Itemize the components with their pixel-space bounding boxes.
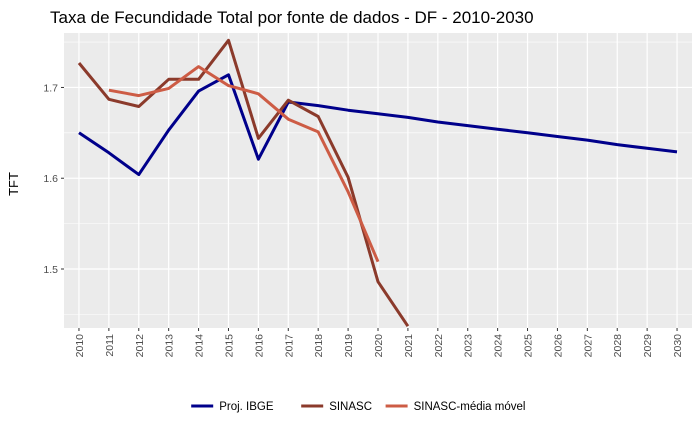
legend-label: SINASC: [329, 401, 372, 413]
x-tick-label: 2012: [134, 334, 146, 358]
legend-label: Proj. IBGE: [219, 401, 274, 413]
x-tick-label: 2027: [582, 334, 594, 358]
x-tick-label: 2024: [493, 334, 505, 358]
y-axis: 1.5 1.6 1.7: [43, 82, 64, 276]
legend-label: SINASC-média móvel: [414, 401, 526, 413]
x-tick-label: 2010: [74, 334, 86, 358]
x-tick-label: 2017: [283, 334, 295, 358]
y-tick-label: 1.5: [43, 264, 58, 276]
x-tick-label: 2018: [313, 334, 325, 358]
y-axis-title: TFT: [6, 172, 21, 196]
chart-title: Taxa de Fecundidade Total por fonte de d…: [50, 8, 534, 27]
x-tick-label: 2029: [642, 334, 654, 358]
x-tick-label: 2014: [194, 334, 206, 358]
x-tick-label: 2023: [463, 334, 475, 358]
x-tick-label: 2013: [164, 334, 176, 358]
grid-major: [64, 33, 692, 328]
x-tick-label: 2025: [523, 334, 535, 358]
x-tick-label: 2026: [552, 334, 564, 358]
x-tick-label: 2028: [612, 334, 624, 358]
x-tick-label: 2030: [672, 334, 684, 358]
series-layer: [77, 38, 678, 328]
x-tick-label: 2022: [433, 334, 445, 358]
x-tick-label: 2019: [343, 334, 355, 358]
x-axis: 2010 2011 2012 2013 2014 2015 2016 2017 2018 2019…: [74, 328, 684, 357]
x-tick-label: 2011: [104, 334, 116, 357]
x-tick-label: 2020: [373, 334, 385, 358]
x-tick-label: 2016: [253, 334, 265, 358]
y-tick-label: 1.6: [43, 173, 58, 185]
x-tick-label: 2015: [223, 334, 235, 358]
x-tick-label: 2021: [403, 334, 415, 358]
series-line: [78, 73, 678, 177]
series-line: [108, 65, 380, 263]
legend: Proj. IBGE SINASC SINASC-média móvel: [191, 401, 525, 413]
y-tick-label: 1.7: [43, 82, 58, 94]
